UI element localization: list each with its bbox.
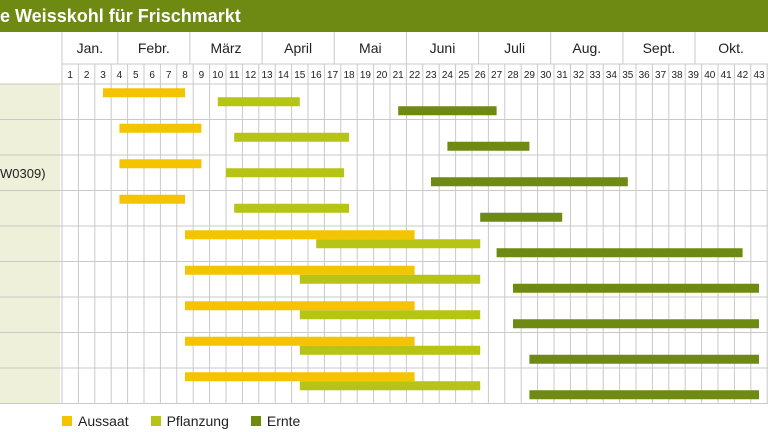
month-label: März	[210, 40, 241, 56]
week-tick-label: 29	[524, 70, 536, 81]
legend-swatch	[250, 416, 261, 426]
chart-title: e Weisskohl für Frischmarkt	[0, 6, 241, 26]
legend-item: Pflanzung	[150, 413, 229, 429]
bar-ernte	[529, 390, 759, 400]
week-tick-label: 36	[639, 70, 651, 81]
week-tick-label: 27	[491, 70, 503, 81]
week-tick-label: 38	[671, 70, 683, 81]
week-tick-label: 1	[67, 70, 73, 81]
month-label: Febr.	[138, 40, 170, 56]
bar-aussaat	[119, 159, 202, 169]
bar-aussaat	[119, 194, 185, 204]
week-tick-label: 28	[507, 70, 519, 81]
week-tick-label: 4	[117, 70, 123, 81]
week-tick-label: 19	[360, 70, 372, 81]
week-tick-label: 41	[721, 70, 733, 81]
title-bar: e Weisskohl für Frischmarkt	[0, 0, 768, 32]
week-tick-label: 10	[212, 70, 224, 81]
month-label: Jan.	[77, 40, 103, 56]
month-label: Okt.	[718, 40, 744, 56]
bar-ernte	[529, 354, 759, 364]
row-label-column	[0, 84, 60, 404]
week-tick-label: 35	[622, 70, 634, 81]
legend-label: Pflanzung	[166, 413, 229, 429]
week-tick-label: 20	[376, 70, 388, 81]
week-tick-label: 2	[84, 70, 90, 81]
week-tick-label: 18	[343, 70, 355, 81]
bar-pflanzung	[234, 132, 349, 142]
week-tick-label: 26	[475, 70, 487, 81]
gantt-chart: Jan. Febr. März April Mai Juni Juli Aug. Sept. Ok…	[0, 32, 768, 404]
bar-aussaat	[185, 265, 415, 275]
week-tick-label: 40	[704, 70, 716, 81]
week-tick-label: 22	[409, 70, 421, 81]
week-tick-label: 14	[278, 70, 290, 81]
bar-aussaat	[103, 88, 185, 98]
month-label: April	[284, 40, 312, 56]
week-tick-label: 5	[133, 70, 139, 81]
legend-item: Ernte	[250, 413, 301, 429]
week-tick-label: 16	[311, 70, 323, 81]
bar-ernte	[447, 141, 530, 151]
week-tick-label: 15	[294, 70, 306, 81]
month-label: Sept.	[643, 40, 676, 56]
month-label: Mai	[359, 40, 382, 56]
week-tick-label: 17	[327, 70, 339, 81]
bar-aussaat	[119, 123, 202, 133]
week-tick-label: 23	[425, 70, 437, 81]
week-tick-label: 25	[458, 70, 470, 81]
legend: Aussaat Pflanzung Ernte	[62, 412, 322, 430]
bar-ernte	[431, 177, 628, 187]
week-tick-label: 34	[606, 70, 618, 81]
bar-ernte	[496, 248, 743, 258]
bar-aussaat	[185, 336, 415, 346]
week-tick-label: 11	[229, 70, 240, 81]
week-tick-label: 21	[393, 70, 405, 81]
month-label: Juni	[430, 40, 456, 56]
bar-pflanzung	[217, 97, 300, 107]
month-label: Juli	[504, 40, 525, 56]
week-tick-label: 8	[182, 70, 188, 81]
bar-pflanzung	[299, 381, 481, 391]
bar-aussaat	[185, 372, 415, 382]
bar-pflanzung	[299, 310, 481, 320]
row-label: W0309)	[0, 166, 46, 181]
bar-ernte	[513, 283, 759, 293]
week-tick-label: 24	[442, 70, 454, 81]
week-tick-label: 37	[655, 70, 667, 81]
week-tick-label: 9	[199, 70, 205, 81]
bar-aussaat	[185, 301, 415, 311]
week-tick-label: 33	[589, 70, 601, 81]
header-corner	[0, 32, 60, 84]
legend-item: Aussaat	[62, 413, 129, 429]
bar-pflanzung	[234, 203, 349, 213]
week-tick-label: 13	[261, 70, 273, 81]
legend-swatch	[62, 416, 72, 426]
week-tick-label: 42	[737, 70, 749, 81]
bar-pflanzung	[299, 274, 481, 284]
month-label: Aug.	[572, 40, 601, 56]
week-tick-label: 32	[573, 70, 585, 81]
bar-pflanzung	[299, 345, 481, 355]
week-tick-label: 12	[245, 70, 257, 81]
week-tick-label: 30	[540, 70, 552, 81]
legend-swatch	[150, 416, 161, 426]
week-tick-label: 3	[100, 70, 106, 81]
legend-label: Ernte	[266, 413, 301, 429]
week-tick-label: 39	[688, 70, 700, 81]
week-tick-label: 7	[166, 70, 172, 81]
bar-aussaat	[185, 230, 415, 240]
bar-pflanzung	[316, 239, 481, 249]
bar-ernte	[513, 319, 759, 329]
bar-ernte	[480, 212, 563, 222]
legend-label: Aussaat	[78, 413, 129, 429]
week-tick-label: 6	[149, 70, 155, 81]
bar-pflanzung	[226, 168, 345, 178]
week-tick-label: 43	[753, 70, 765, 81]
week-tick-label: 31	[557, 70, 569, 81]
bar-ernte	[398, 106, 497, 116]
